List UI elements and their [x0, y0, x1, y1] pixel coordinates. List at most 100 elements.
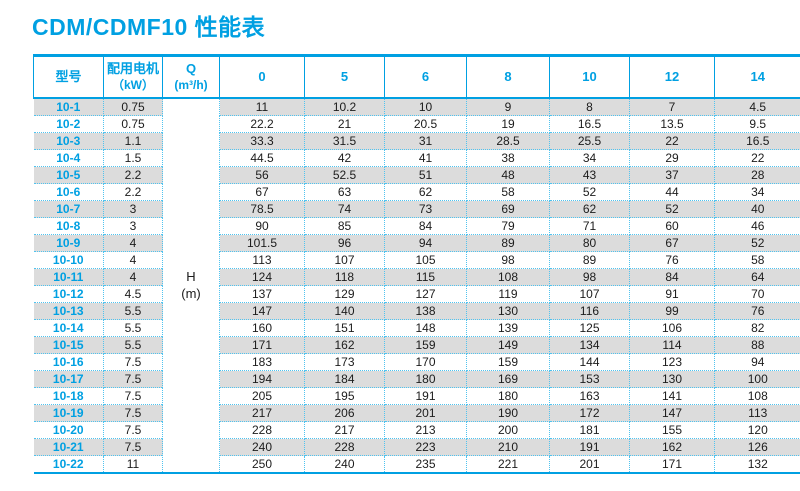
head-value-cell: 126 — [714, 438, 800, 456]
table-row: 10-19 7.5 217 206 201 190 172 147 113 — [33, 404, 800, 422]
table-body: 10-1 0.75 H (m) 11 10.2 10 9 8 7 4.5 10-2 0.75 22.2 21… — [33, 97, 800, 474]
head-value-cell: 108 — [466, 268, 550, 286]
table-row: 10-20 7.5 228 217 213 200 181 155 120 — [33, 421, 800, 439]
head-value-cell: 13.5 — [629, 115, 715, 133]
header-flow-0: 0 — [219, 54, 305, 99]
head-value-cell: 98 — [549, 268, 630, 286]
head-value-cell: 90 — [219, 217, 305, 235]
head-value-cell: 134 — [549, 336, 630, 354]
head-value-cell: 130 — [629, 370, 715, 388]
head-value-cell: 4.5 — [714, 97, 800, 116]
header-motor: 配用电机 （kW） — [103, 54, 163, 99]
head-value-cell: 21 — [304, 115, 385, 133]
head-value-cell: 200 — [466, 421, 550, 439]
head-value-cell: 153 — [549, 370, 630, 388]
head-value-cell: 52 — [549, 183, 630, 201]
model-cell: 10-2 — [33, 115, 104, 133]
head-value-cell: 22 — [714, 149, 800, 167]
header-flow-10: 10 — [549, 54, 630, 99]
head-value-cell: 213 — [384, 421, 467, 439]
head-value-cell: 84 — [629, 268, 715, 286]
head-value-cell: 37 — [629, 166, 715, 184]
head-value-cell: 25.5 — [549, 132, 630, 150]
model-cell: 10-12 — [33, 285, 104, 303]
head-value-cell: 16.5 — [714, 132, 800, 150]
head-value-cell: 180 — [466, 387, 550, 405]
head-value-cell: 195 — [304, 387, 385, 405]
head-value-cell: 40 — [714, 200, 800, 218]
head-value-cell: 60 — [629, 217, 715, 235]
head-value-cell: 67 — [629, 234, 715, 252]
motor-kw-cell: 4.5 — [103, 285, 163, 303]
table-row: 10-15 5.5 171 162 159 149 134 114 88 — [33, 336, 800, 354]
head-value-cell: 46 — [714, 217, 800, 235]
head-value-cell: 228 — [219, 421, 305, 439]
table-row: 10-12 4.5 137 129 127 119 107 91 70 — [33, 285, 800, 303]
head-value-cell: 155 — [629, 421, 715, 439]
head-value-cell: 115 — [384, 268, 467, 286]
head-value-cell: 58 — [466, 183, 550, 201]
motor-kw-cell: 2.2 — [103, 166, 163, 184]
motor-kw-cell: 4 — [103, 251, 163, 269]
head-value-cell: 44.5 — [219, 149, 305, 167]
head-value-cell: 173 — [304, 353, 385, 371]
header-flow-14: 14 — [714, 54, 800, 99]
head-value-cell: 73 — [384, 200, 467, 218]
header-model: 型号 — [33, 54, 104, 99]
table-header: 型号 配用电机 （kW） Q (m³/h) 0 5 6 8 10 12 14 — [33, 54, 800, 99]
table-row: 10-4 1.5 44.5 42 41 38 34 29 22 — [33, 149, 800, 167]
head-value-cell: 11 — [219, 97, 305, 116]
head-value-cell: 62 — [384, 183, 467, 201]
head-value-cell: 70 — [714, 285, 800, 303]
head-value-cell: 16.5 — [549, 115, 630, 133]
page-title: CDM/CDMF10 性能表 — [32, 14, 266, 40]
head-value-cell: 147 — [629, 404, 715, 422]
model-cell: 10-6 — [33, 183, 104, 201]
head-value-cell: 99 — [629, 302, 715, 320]
head-value-cell: 96 — [304, 234, 385, 252]
head-value-cell: 250 — [219, 455, 305, 474]
head-value-cell: 9 — [466, 97, 550, 116]
head-value-cell: 132 — [714, 455, 800, 474]
head-value-cell: 124 — [219, 268, 305, 286]
header-flow-8: 8 — [466, 54, 550, 99]
motor-kw-cell: 5.5 — [103, 302, 163, 320]
head-value-cell: 140 — [304, 302, 385, 320]
head-value-cell: 85 — [304, 217, 385, 235]
head-value-cell: 191 — [549, 438, 630, 456]
head-value-cell: 206 — [304, 404, 385, 422]
head-value-cell: 74 — [304, 200, 385, 218]
head-value-cell: 88 — [714, 336, 800, 354]
header-row: 型号 配用电机 （kW） Q (m³/h) 0 5 6 8 10 12 14 — [33, 54, 800, 99]
head-value-cell: 184 — [304, 370, 385, 388]
motor-kw-cell: 11 — [103, 455, 163, 474]
table-row: 10-6 2.2 67 63 62 58 52 44 34 — [33, 183, 800, 201]
head-value-cell: 180 — [384, 370, 467, 388]
head-value-cell: 171 — [629, 455, 715, 474]
head-value-cell: 171 — [219, 336, 305, 354]
head-value-cell: 82 — [714, 319, 800, 337]
model-cell: 10-15 — [33, 336, 104, 354]
motor-kw-cell: 7.5 — [103, 387, 163, 405]
motor-kw-cell: 4 — [103, 268, 163, 286]
head-value-cell: 159 — [384, 336, 467, 354]
table-row: 10-7 3 78.5 74 73 69 62 52 40 — [33, 200, 800, 218]
head-value-cell: 94 — [384, 234, 467, 252]
head-unit-cell: H (m) — [162, 98, 220, 474]
head-value-cell: 127 — [384, 285, 467, 303]
head-value-cell: 221 — [466, 455, 550, 474]
model-cell: 10-20 — [33, 421, 104, 439]
model-cell: 10-8 — [33, 217, 104, 235]
table-row: 10-16 7.5 183 173 170 159 144 123 94 — [33, 353, 800, 371]
table-row: 10-5 2.2 56 52.5 51 48 43 37 28 — [33, 166, 800, 184]
head-value-cell: 98 — [466, 251, 550, 269]
head-value-cell: 52.5 — [304, 166, 385, 184]
head-value-cell: 9.5 — [714, 115, 800, 133]
head-value-cell: 151 — [304, 319, 385, 337]
head-value-cell: 76 — [714, 302, 800, 320]
head-value-cell: 138 — [384, 302, 467, 320]
motor-kw-cell: 1.5 — [103, 149, 163, 167]
head-value-cell: 10 — [384, 97, 467, 116]
head-value-cell: 62 — [549, 200, 630, 218]
head-value-cell: 91 — [629, 285, 715, 303]
